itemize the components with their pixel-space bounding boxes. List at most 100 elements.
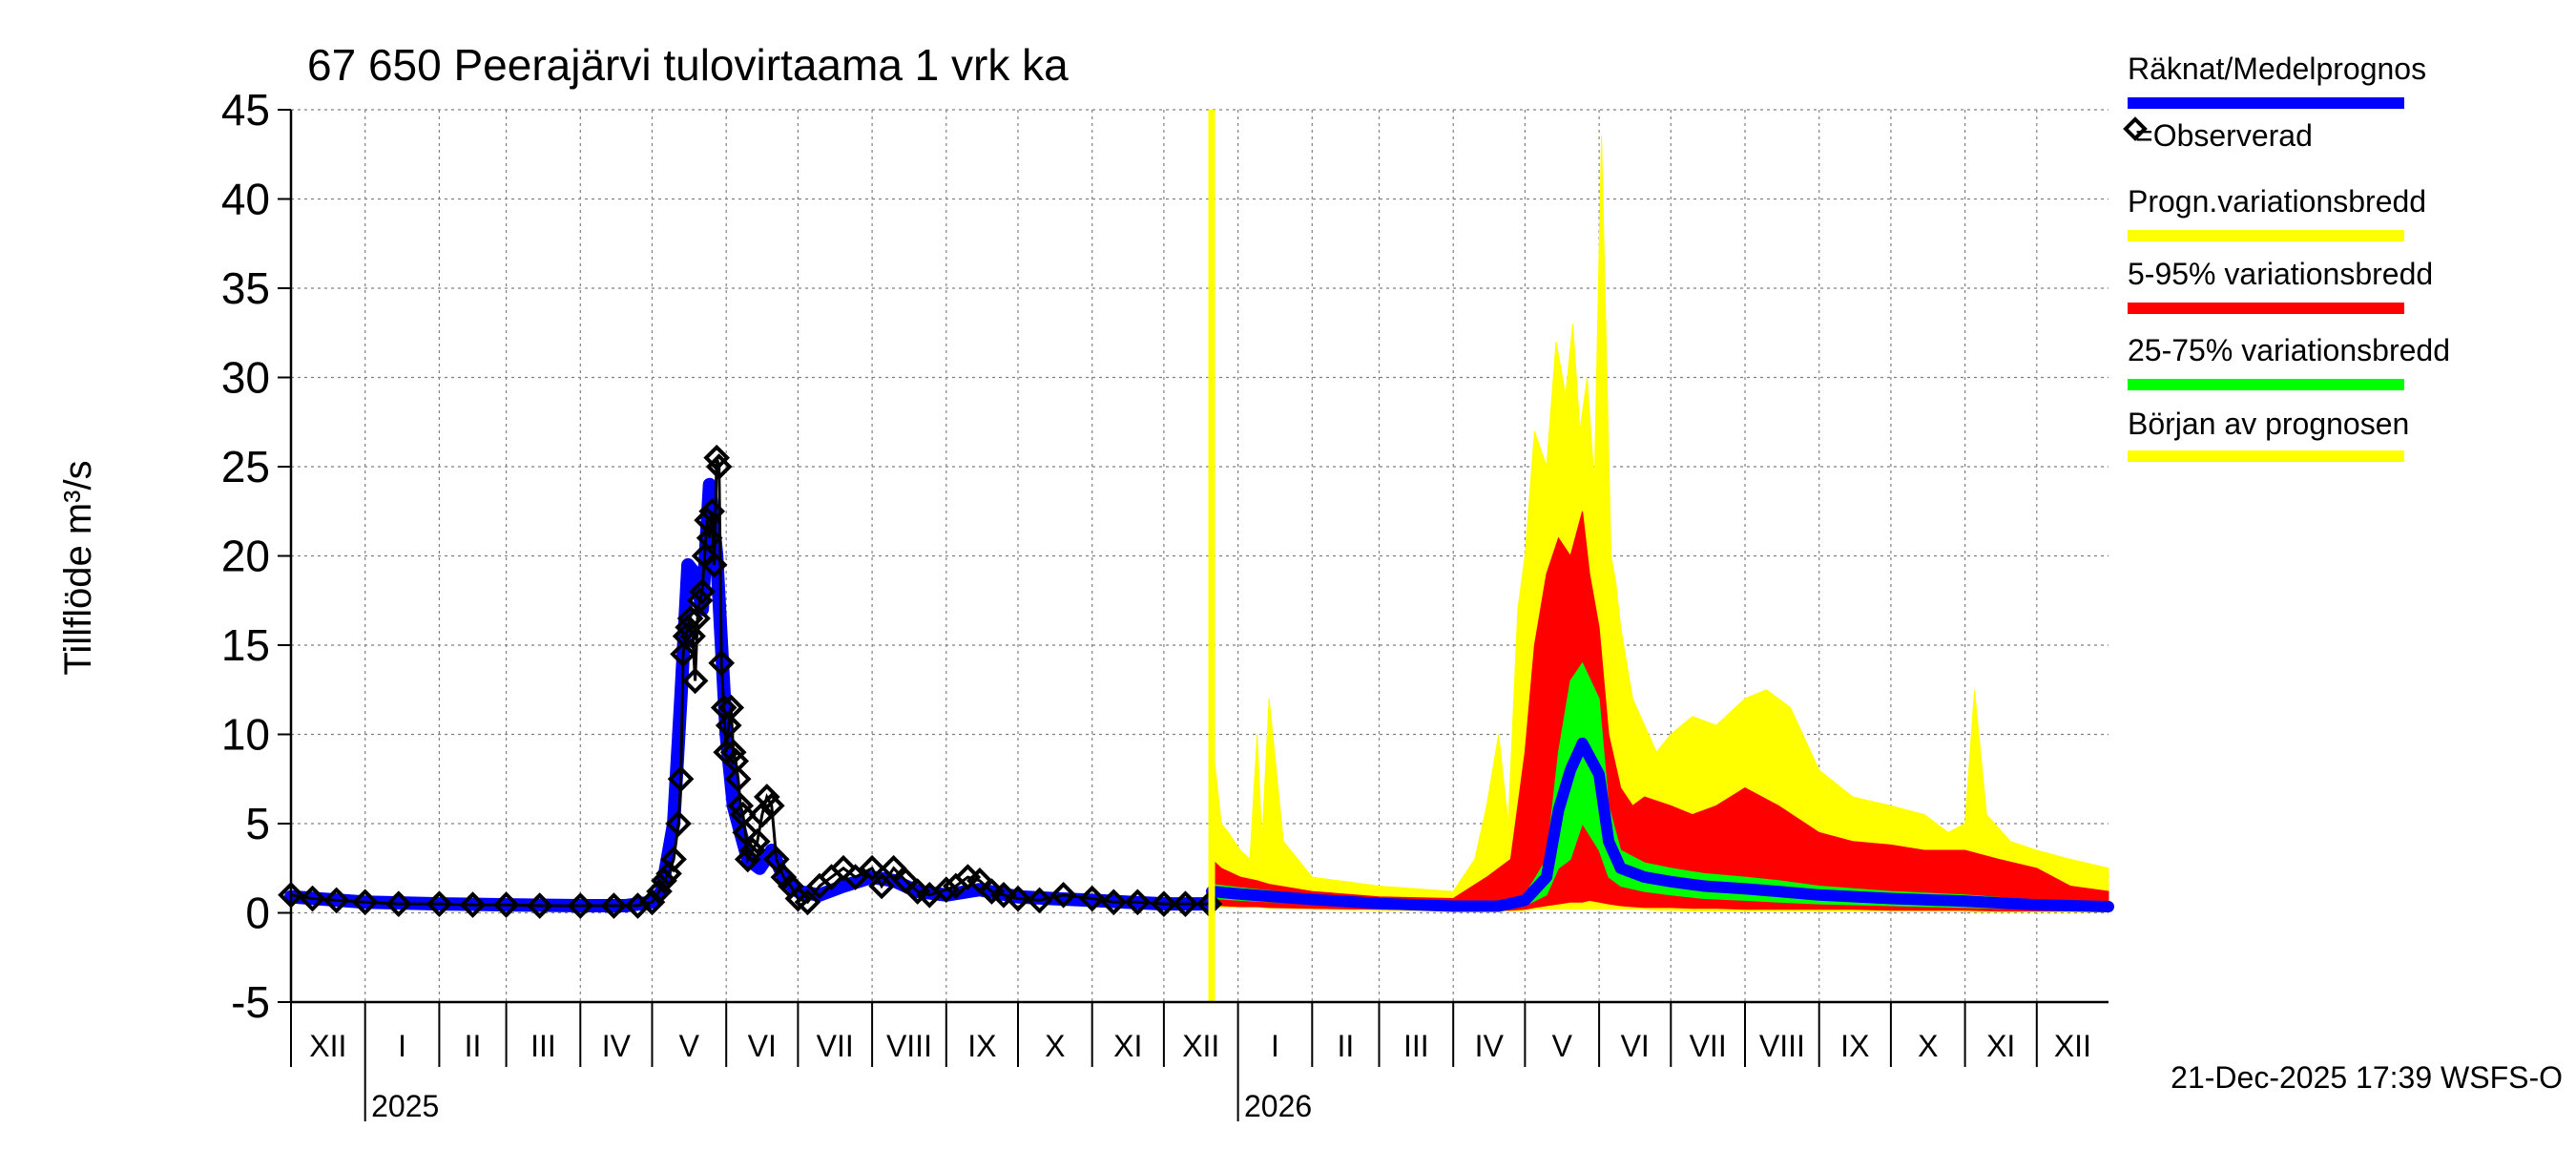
observed-point (638, 889, 666, 916)
legend: Räknat/Medelprognos =Observerad Progn.vari… (2123, 52, 2450, 462)
observed-point (734, 846, 761, 873)
month-label: X (1918, 1029, 1938, 1063)
observed-point (679, 622, 706, 650)
month-label: VIII (1759, 1029, 1805, 1063)
observed-point (732, 819, 759, 847)
observed-point (567, 892, 594, 919)
observed-point (724, 765, 752, 793)
observed-point (794, 889, 821, 916)
month-label: II (1338, 1029, 1355, 1063)
month-label: VIII (886, 1029, 932, 1063)
observed-point (719, 739, 747, 766)
observed-point (758, 792, 785, 820)
month-label: XII (2054, 1029, 2091, 1063)
month-label: IX (1840, 1029, 1869, 1063)
observed-point (299, 885, 326, 912)
month-label: XII (1182, 1029, 1219, 1063)
footer-timestamp: 21-Dec-2025 17:39 WSFS-O (2171, 1060, 2563, 1095)
legend-label: Räknat/Medelprognos (2128, 52, 2426, 86)
y-tick-label: 20 (221, 532, 270, 581)
observed-point (700, 552, 728, 578)
legend-observed-marker (2123, 116, 2148, 141)
observed-point (681, 667, 709, 695)
month-label: XI (1113, 1029, 1142, 1063)
month-label: IV (1475, 1029, 1505, 1063)
month-label: VI (1621, 1029, 1650, 1063)
month-label: VI (748, 1029, 777, 1063)
month-label: II (465, 1029, 482, 1063)
month-label: III (530, 1029, 556, 1063)
month-label: I (398, 1029, 406, 1063)
y-tick-label: 25 (221, 442, 270, 491)
observed-point (859, 854, 885, 882)
observed-point (660, 846, 687, 873)
month-label: V (1552, 1029, 1573, 1063)
observed-point (715, 712, 742, 739)
observed-point (763, 846, 790, 873)
month-label: X (1045, 1029, 1065, 1063)
observed-point (1026, 887, 1053, 914)
observed-point (665, 810, 692, 837)
observed-series (278, 444, 1223, 919)
month-label: XI (1986, 1029, 2015, 1063)
observed-point (492, 891, 520, 918)
observed-point (1049, 881, 1077, 909)
y-tick-label: 40 (221, 175, 270, 224)
y-tick-label: -5 (231, 977, 270, 1027)
month-label: VII (817, 1029, 854, 1063)
observed-point (600, 892, 628, 919)
observed-point (651, 868, 677, 894)
observed-point (717, 694, 745, 721)
month-label: III (1403, 1029, 1429, 1063)
observed-point (708, 649, 736, 677)
observed-point (830, 854, 857, 882)
observed-point (932, 876, 960, 904)
observed-point (703, 444, 730, 471)
month-label: VII (1690, 1029, 1727, 1063)
chart-title: 67 650 Peerajärvi tulovirtaama 1 vrk ka (307, 40, 1069, 90)
observed-point (624, 892, 652, 919)
observed-point (1078, 885, 1106, 912)
observed-point (841, 864, 869, 890)
observed-point (1005, 885, 1031, 912)
observed-point (526, 892, 553, 919)
y-tick-label: 15 (221, 620, 270, 670)
y-tick-label: 10 (221, 710, 270, 760)
observed-point (459, 891, 487, 918)
legend-label: 25-75% variationsbredd (2128, 333, 2450, 367)
month-label: I (1271, 1029, 1279, 1063)
y-tick-label: 45 (221, 85, 270, 135)
observed-point (351, 889, 379, 916)
legend-label: Början av prognosen (2128, 407, 2409, 441)
observed-point (1151, 890, 1177, 917)
observed-point (1100, 889, 1128, 916)
observed-point (384, 890, 412, 917)
y-tick-label: 30 (221, 353, 270, 403)
month-label: V (679, 1029, 700, 1063)
month-label: IV (602, 1029, 632, 1063)
observed-point (727, 792, 755, 820)
observed-point (670, 640, 696, 668)
observed-point (684, 605, 711, 632)
legend-label: 5-95% variationsbredd (2128, 257, 2433, 291)
month-label: XII (309, 1029, 346, 1063)
y-tick-label: 5 (245, 799, 270, 848)
forecast-mean-line (1206, 737, 2114, 912)
observed-point (426, 890, 453, 917)
year-label: 2026 (1244, 1089, 1312, 1123)
legend-label: =Observerad (2135, 118, 2313, 153)
legend-label: Progn.variationsbredd (2128, 184, 2426, 219)
year-label: 2025 (371, 1089, 439, 1123)
observed-point (753, 784, 780, 810)
observed-point (689, 578, 716, 605)
observed-point (322, 887, 350, 914)
month-label: IX (967, 1029, 996, 1063)
observed-point (1124, 889, 1152, 916)
observed-point (743, 827, 771, 855)
y-tick-label: 35 (221, 263, 270, 313)
observed-point (990, 881, 1017, 909)
